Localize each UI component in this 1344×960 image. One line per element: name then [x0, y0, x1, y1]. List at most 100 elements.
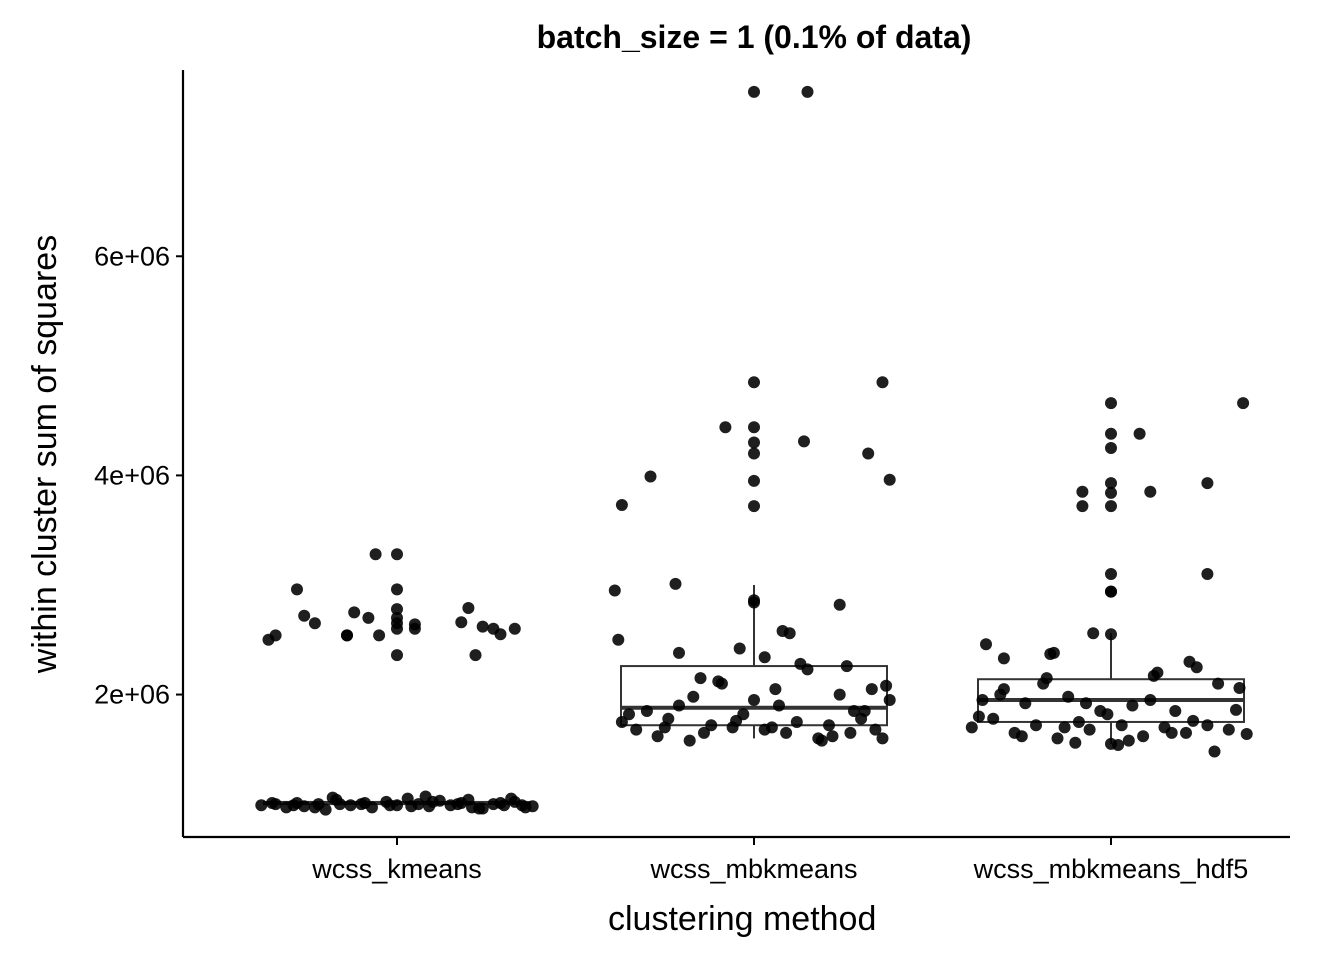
data-point: [876, 732, 889, 745]
data-point: [1212, 677, 1225, 690]
y-tick-label: 6e+06: [94, 241, 170, 271]
data-point: [748, 474, 760, 487]
data-point: [773, 699, 785, 712]
data-point: [1201, 568, 1214, 580]
data-point: [1230, 703, 1242, 716]
data-point: [844, 726, 857, 739]
data-point: [865, 683, 878, 696]
data-point: [712, 675, 725, 688]
data-point: [748, 376, 760, 389]
data-point: [976, 694, 989, 706]
data-point: [869, 723, 882, 736]
data-point: [1105, 477, 1117, 490]
data-point: [780, 726, 793, 739]
chart-title: batch_size = 1 (0.1% of data): [537, 19, 972, 55]
data-point: [748, 85, 760, 98]
y-tick-label: 2e+06: [94, 680, 170, 710]
data-point: [1144, 485, 1157, 498]
data-point: [883, 473, 896, 486]
data-point: [505, 792, 518, 805]
data-point: [1105, 585, 1117, 598]
data-point: [673, 646, 685, 659]
data-point: [1201, 477, 1214, 490]
data-point: [469, 649, 482, 662]
data-point: [608, 584, 621, 597]
data-point: [1058, 721, 1071, 734]
data-point: [1019, 697, 1032, 710]
data-point: [369, 548, 382, 561]
data-point: [1137, 730, 1150, 743]
data-point: [362, 611, 375, 624]
data-point: [291, 583, 303, 596]
data-point: [308, 617, 321, 630]
data-point: [840, 660, 853, 673]
data-point: [997, 652, 1010, 665]
data-point: [765, 721, 778, 734]
data-point: [783, 627, 796, 640]
data-point: [1144, 694, 1157, 706]
data-point: [1208, 745, 1221, 758]
data-point: [994, 688, 1007, 701]
data-point: [826, 730, 839, 743]
data-point: [473, 802, 486, 815]
data-point: [266, 797, 279, 809]
data-point: [658, 721, 671, 734]
data-point: [683, 734, 696, 747]
data-point: [1105, 397, 1117, 410]
data-point: [419, 790, 432, 803]
data-point: [615, 499, 628, 511]
data-point: [1030, 719, 1042, 732]
data-point: [623, 708, 635, 721]
data-point: [391, 649, 403, 662]
data-point: [615, 716, 628, 728]
data-point: [1044, 648, 1057, 660]
data-point: [698, 726, 710, 739]
data-point: [748, 436, 760, 449]
data-point: [1072, 716, 1085, 728]
data-point: [651, 730, 664, 743]
data-point: [1233, 682, 1246, 694]
data-point: [405, 800, 418, 813]
data-point: [1169, 705, 1182, 717]
data-point: [308, 801, 321, 814]
data-point: [391, 583, 403, 596]
data-point: [494, 628, 507, 641]
data-point: [833, 688, 846, 701]
data-point: [1112, 739, 1125, 751]
data-point: [348, 606, 361, 619]
data-point: [1240, 728, 1253, 740]
data-point: [730, 714, 743, 727]
data-point: [669, 577, 682, 590]
data-point: [269, 629, 282, 642]
data-point: [694, 672, 707, 685]
data-point: [391, 548, 403, 561]
data-point: [987, 712, 1000, 725]
x-tick-label: wcss_kmeans: [311, 854, 482, 884]
data-point: [748, 694, 760, 706]
data-point: [980, 638, 992, 651]
data-point: [1051, 732, 1064, 745]
y-axis-title: within cluster sum of squares: [26, 235, 64, 674]
x-tick-label: wcss_mbkmeans_hdf5: [973, 854, 1249, 884]
data-point: [848, 705, 860, 717]
data-point: [862, 447, 875, 460]
data-point: [1083, 723, 1096, 736]
data-point: [451, 798, 464, 811]
data-point: [358, 797, 371, 809]
data-point: [1076, 485, 1089, 498]
data-point: [1180, 726, 1192, 739]
data-point: [391, 603, 403, 616]
data-point: [1187, 714, 1200, 727]
data-point: [1183, 655, 1196, 668]
data-point: [644, 470, 657, 483]
data-point: [341, 629, 353, 642]
data-point: [687, 690, 700, 703]
data-point: [769, 683, 782, 696]
data-point: [705, 719, 718, 732]
data-point: [801, 85, 814, 98]
data-point: [1105, 568, 1117, 580]
data-point: [1105, 628, 1117, 641]
data-point: [1105, 442, 1117, 454]
